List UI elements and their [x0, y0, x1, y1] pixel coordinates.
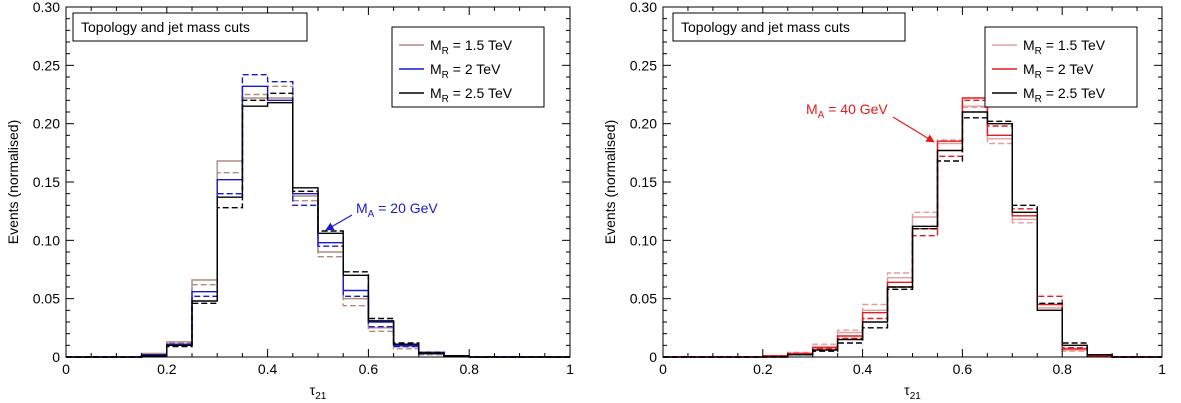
y-tick-label: 0 [52, 349, 60, 365]
mass-annotation: MA = 20 GeV [356, 200, 438, 220]
annotation-arrow [892, 116, 935, 143]
x-axis-label: τ21 [310, 382, 327, 402]
y-tick-label: 0.20 [630, 116, 657, 132]
y-axis-label: Events (normalised) [602, 120, 618, 245]
y-tick-label: 0 [649, 349, 657, 365]
histogram-series-5-dashed [663, 117, 1162, 358]
y-tick-label: 0.05 [630, 291, 657, 307]
x-axis-label: τ21 [904, 382, 921, 402]
y-tick-label: 0.30 [33, 0, 60, 15]
y-tick-label: 0.30 [630, 0, 657, 15]
mass-annotation: MA = 40 GeV [806, 101, 888, 121]
x-tick-label: 1 [566, 361, 574, 377]
x-tick-label: 0.6 [359, 361, 379, 377]
x-tick-label: 0.2 [753, 361, 773, 377]
topology-label-box [72, 12, 308, 42]
legend-entry: MR = 2.5 TeV [1023, 85, 1106, 105]
y-tick-label: 0.20 [33, 116, 60, 132]
x-tick-label: 0.4 [853, 361, 873, 377]
left-panel: 0 0.2 0.4 0.6 0.8 1 0 0.05 0.10 0.15 0.20 0.25 0.30 τ… [5, 0, 574, 402]
legend-entry: MR = 1.5 TeV [1023, 37, 1106, 57]
topology-label: Topology and jet mass cuts [681, 19, 850, 35]
legend-entry: MR = 2.5 TeV [430, 85, 513, 105]
right-panel: 0 0.2 0.4 0.6 0.8 1 0 0.05 0.10 0.15 0.20 0.25 0.30 τ… [602, 0, 1166, 402]
x-tick-label: 0.8 [459, 361, 479, 377]
y-tick-label: 0.10 [33, 232, 60, 248]
x-tick-label: 0 [659, 361, 667, 377]
y-axis-label: Events (normalised) [5, 120, 21, 245]
y-tick-label: 0.15 [630, 174, 657, 190]
y-tick-label: 0.05 [33, 291, 60, 307]
x-tick-label: 0.6 [953, 361, 973, 377]
annotation-arrow [325, 214, 353, 231]
y-tick-label: 0.10 [630, 232, 657, 248]
legend-entry: MR = 2 TeV [1023, 61, 1094, 81]
x-tick-label: 0.2 [157, 361, 177, 377]
x-tick-label: 0.8 [1052, 361, 1072, 377]
x-tick-label: 0 [62, 361, 70, 377]
legend-entry: MR = 2 TeV [430, 61, 501, 81]
histogram-series-3-dashed [663, 99, 1162, 358]
x-tick-label: 1 [1158, 361, 1166, 377]
topology-label: Topology and jet mass cuts [81, 19, 250, 35]
legend-entry: MR = 1.5 TeV [430, 37, 513, 57]
topology-label-box [672, 12, 906, 42]
y-tick-label: 0.15 [33, 174, 60, 190]
y-tick-label: 0.25 [33, 57, 60, 73]
y-tick-label: 0.25 [630, 57, 657, 73]
x-tick-label: 0.4 [258, 361, 278, 377]
